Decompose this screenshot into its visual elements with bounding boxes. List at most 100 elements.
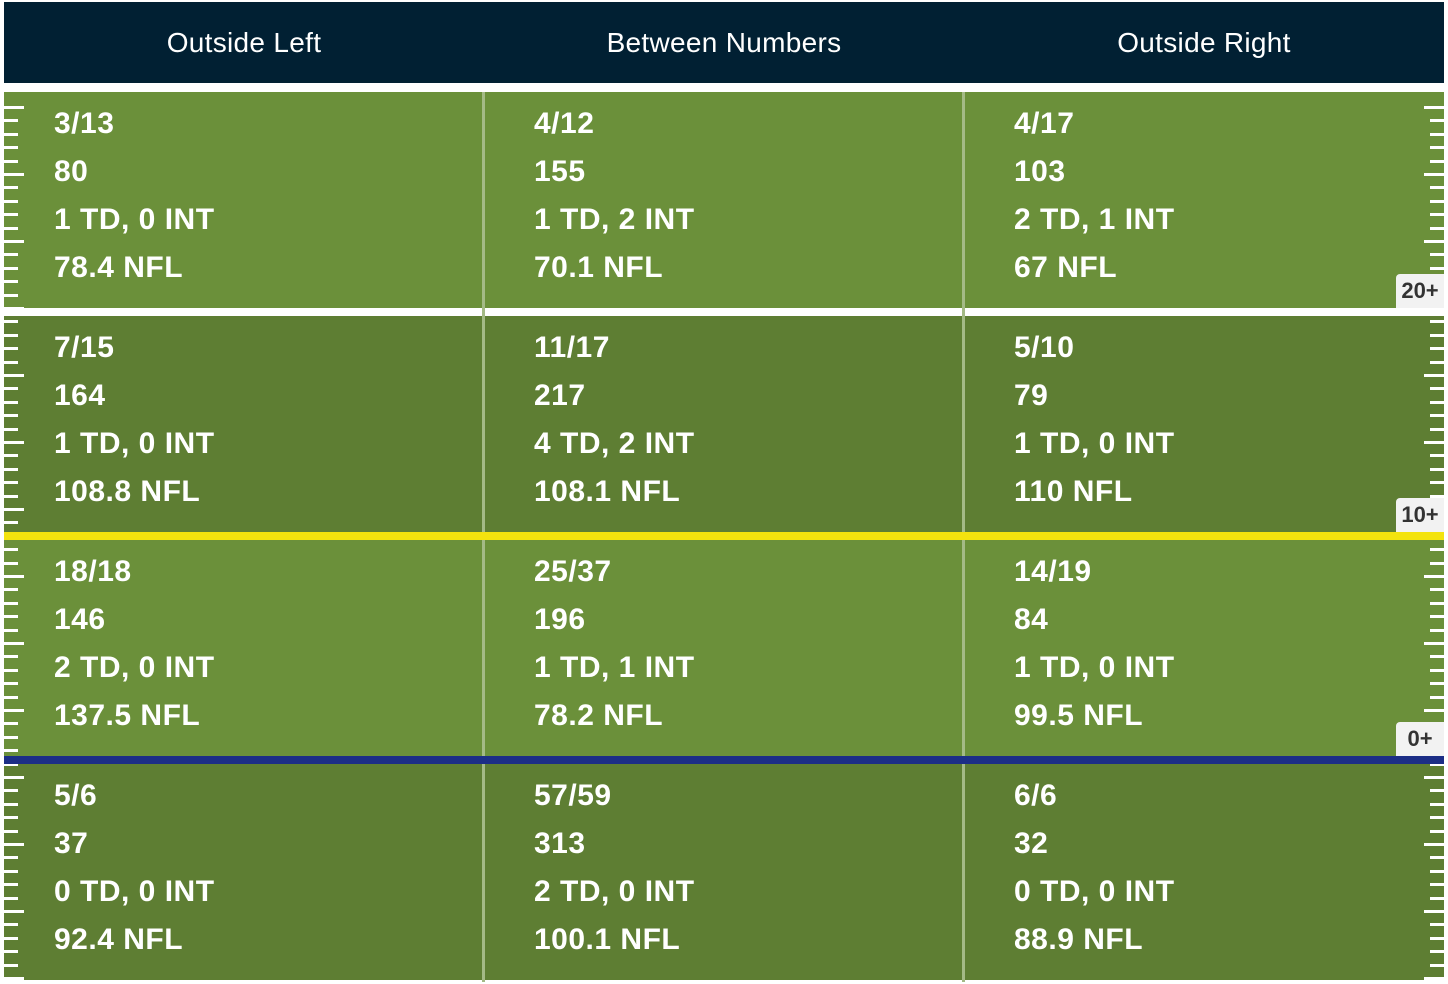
yard-tick — [4, 963, 18, 967]
stat-completions: 5/6 — [54, 779, 98, 812]
yard-tick — [1430, 186, 1444, 190]
yard-tick — [4, 668, 18, 672]
zone-cell: 5/6 37 0 TD, 0 INT 92.4 NFL — [4, 764, 484, 980]
yard-tick — [1430, 682, 1444, 686]
zone-cell: 4/17 103 2 TD, 1 INT 67 NFL — [964, 92, 1444, 308]
stat-touchdowns-interceptions: 1 TD, 0 INT — [54, 427, 215, 460]
yard-tick — [1430, 869, 1444, 873]
yard-tick — [4, 561, 18, 565]
stat-passer-rating: 70.1 NFL — [534, 251, 664, 284]
stat-yards: 84 — [1014, 603, 1049, 636]
yard-tick — [4, 883, 18, 887]
yard-tick — [1430, 320, 1444, 324]
yard-tick — [4, 481, 18, 485]
yard-tick — [1430, 588, 1444, 592]
first-down-line — [4, 532, 1444, 540]
zone-cell: 25/37 196 1 TD, 1 INT 78.2 NFL — [484, 540, 964, 756]
yard-tick — [1430, 856, 1444, 860]
yard-tick — [4, 682, 18, 686]
yard-tick — [1430, 829, 1444, 833]
yard-tick — [4, 856, 18, 860]
stat-passer-rating: 88.9 NFL — [1014, 923, 1144, 956]
yard-tick — [1430, 615, 1444, 619]
yard-tick — [1430, 561, 1444, 565]
yard-tick — [4, 709, 24, 712]
yard-tick — [1430, 360, 1444, 364]
yard-tick — [4, 146, 18, 150]
yard-tick — [4, 896, 18, 900]
yard-tick — [4, 400, 18, 404]
yard-tick — [1430, 347, 1444, 351]
yard-tick — [1430, 226, 1444, 230]
yard-tick — [4, 816, 18, 820]
yard-tick — [1430, 816, 1444, 820]
stat-yards: 217 — [534, 379, 586, 412]
stat-completions: 14/19 — [1014, 555, 1092, 588]
column-header-outside-left: Outside Left — [166, 26, 322, 58]
zone-cell: 14/19 84 1 TD, 0 INT 99.5 NFL — [964, 540, 1444, 756]
yard-tick — [4, 762, 18, 766]
yard-tick — [4, 119, 18, 123]
stat-touchdowns-interceptions: 2 TD, 0 INT — [54, 651, 215, 684]
yard-tick — [1430, 802, 1444, 806]
yard-tick — [1430, 454, 1444, 458]
zone-row: 3/13 80 1 TD, 0 INT 78.4 NFL 4/12 155 1 TD, 2 … — [4, 92, 1444, 308]
stat-yards: 164 — [54, 379, 106, 412]
yard-tick — [4, 829, 18, 833]
yard-tick — [1430, 400, 1444, 404]
yard-tick — [4, 802, 18, 806]
stat-yards: 103 — [1014, 155, 1066, 188]
column-header-outside-right: Outside Right — [1117, 26, 1291, 58]
column-header-between-numbers: Between Numbers — [606, 26, 842, 58]
yard-tick — [1430, 789, 1444, 793]
yard-tick — [4, 588, 18, 592]
yard-tick — [4, 601, 18, 605]
stat-completions: 3/13 — [54, 107, 115, 140]
yard-tick — [4, 869, 18, 873]
zone-row: 18/18 146 2 TD, 0 INT 137.5 NFL 25/37 196 1 TD… — [4, 540, 1444, 756]
yard-tick — [1430, 695, 1444, 699]
stat-touchdowns-interceptions: 0 TD, 0 INT — [54, 875, 215, 908]
yard-tick — [4, 843, 24, 846]
yard-tick — [1430, 132, 1444, 136]
stat-completions: 7/15 — [54, 331, 115, 364]
stat-completions: 11/17 — [534, 331, 610, 364]
yard-tick — [4, 414, 18, 418]
yard-tick — [1430, 146, 1444, 150]
zone-gap — [4, 308, 1444, 316]
passing-zone-chart: Outside Left Between Numbers Outside Rig… — [4, 2, 1444, 982]
yard-tick — [1424, 776, 1444, 779]
yard-tick — [1424, 240, 1444, 243]
yard-tick — [1430, 668, 1444, 672]
stat-touchdowns-interceptions: 1 TD, 0 INT — [1014, 651, 1175, 684]
yard-tick — [4, 199, 18, 203]
stat-passer-rating: 67 NFL — [1014, 251, 1118, 284]
stat-yards: 155 — [534, 155, 586, 188]
yard-tick — [4, 159, 18, 163]
yard-tick — [1424, 910, 1444, 913]
yard-tick — [1430, 119, 1444, 123]
stat-completions: 4/12 — [534, 107, 595, 140]
yard-tick — [1424, 575, 1444, 578]
stat-completions: 57/59 — [534, 779, 612, 812]
yard-tick — [4, 789, 18, 793]
yard-tick — [4, 441, 24, 444]
yard-marker: 20+ — [1396, 274, 1444, 308]
yard-tick — [4, 695, 18, 699]
stat-passer-rating: 92.4 NFL — [54, 923, 184, 956]
yard-tick — [1424, 441, 1444, 444]
yard-tick — [4, 615, 18, 619]
zone-cell: 18/18 146 2 TD, 0 INT 137.5 NFL — [4, 540, 484, 756]
yard-marker: 0+ — [1396, 722, 1444, 756]
yard-tick — [1430, 481, 1444, 485]
yard-tick — [1430, 387, 1444, 391]
yard-tick — [4, 106, 24, 109]
yard-tick — [1430, 266, 1444, 270]
stat-touchdowns-interceptions: 2 TD, 1 INT — [1014, 203, 1175, 236]
yard-tick — [1430, 628, 1444, 632]
yard-tick — [1430, 762, 1444, 766]
yard-tick — [1430, 963, 1444, 967]
yard-tick — [1430, 936, 1444, 940]
stat-touchdowns-interceptions: 1 TD, 2 INT — [534, 203, 695, 236]
yard-tick — [4, 280, 18, 284]
